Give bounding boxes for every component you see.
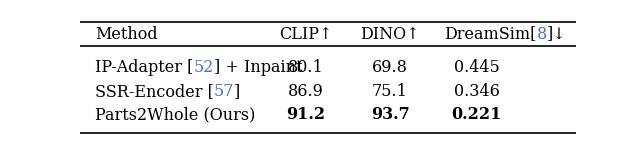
Text: DreamSim[: DreamSim[ bbox=[445, 26, 537, 43]
Text: 93.7: 93.7 bbox=[371, 106, 410, 123]
Text: 80.1: 80.1 bbox=[288, 59, 324, 76]
Text: 52: 52 bbox=[193, 59, 214, 76]
Text: 8: 8 bbox=[537, 26, 547, 43]
Text: ] + Inpaint: ] + Inpaint bbox=[214, 59, 302, 76]
Text: 69.8: 69.8 bbox=[372, 59, 408, 76]
Text: Parts2Whole (Ours): Parts2Whole (Ours) bbox=[95, 106, 255, 123]
Text: CLIP↑: CLIP↑ bbox=[279, 26, 332, 43]
Text: DINO↑: DINO↑ bbox=[360, 26, 420, 43]
Text: ]: ] bbox=[234, 83, 241, 100]
Text: IP-Adapter [: IP-Adapter [ bbox=[95, 59, 193, 76]
Text: 75.1: 75.1 bbox=[372, 83, 408, 100]
Text: 0.445: 0.445 bbox=[454, 59, 500, 76]
Text: 0.221: 0.221 bbox=[452, 106, 502, 123]
Text: 57: 57 bbox=[214, 83, 234, 100]
Text: SSR-Encoder [: SSR-Encoder [ bbox=[95, 83, 214, 100]
Text: 86.9: 86.9 bbox=[288, 83, 324, 100]
Text: 0.346: 0.346 bbox=[454, 83, 500, 100]
Text: Method: Method bbox=[95, 26, 157, 43]
Text: ]↓: ]↓ bbox=[547, 26, 567, 43]
Text: 91.2: 91.2 bbox=[286, 106, 325, 123]
